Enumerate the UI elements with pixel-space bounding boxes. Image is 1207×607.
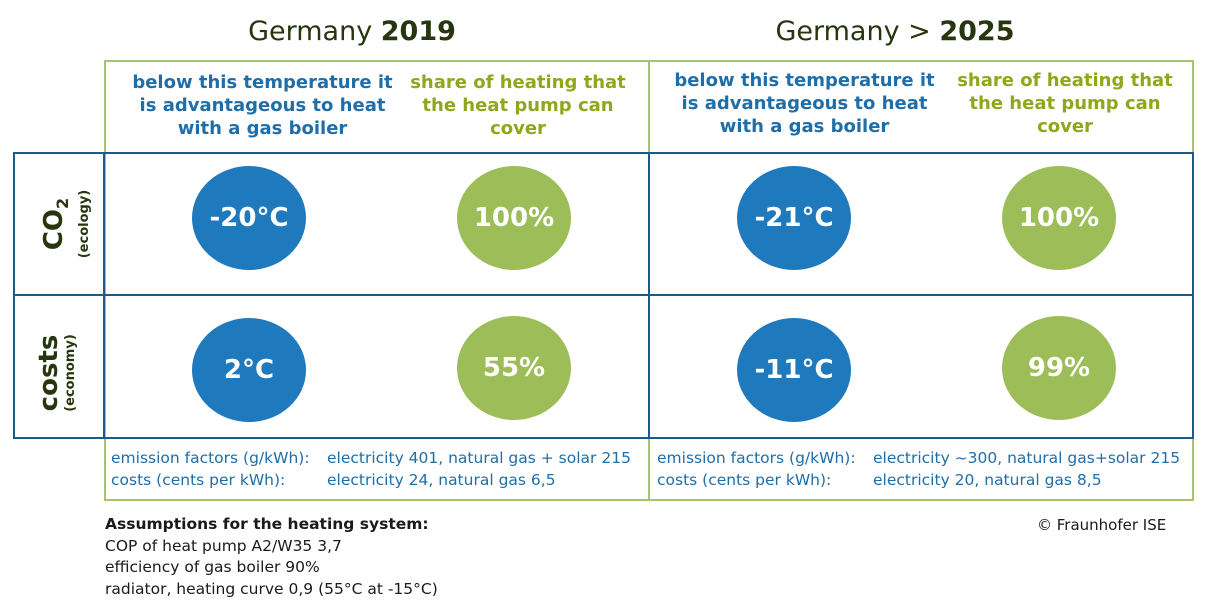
row-label-costs-main: costs [34, 334, 64, 412]
value-co2-2025-temperature: -21°C [754, 203, 834, 233]
footnote-2025-emission-label: emission factors (g/kWh): [657, 449, 856, 467]
circle-co2-2019-share: 100% [457, 166, 571, 270]
footnote-2025-costs-label: costs (cents per kWh): [657, 471, 832, 489]
copyright-credit: © Fraunhofer ISE [1037, 516, 1167, 534]
title-2019-prefix: Germany [248, 16, 381, 47]
title-2025-prefix: Germany > [775, 16, 940, 47]
assumptions-heading: Assumptions for the heating system: [105, 515, 429, 533]
footnote-2019-emission-value: electricity 401, natural gas + solar 215 [327, 449, 631, 467]
row-label-costs-sub: (economy) [63, 334, 78, 412]
header-2019-share: share of heating that the heat pump can … [410, 72, 626, 139]
row-label-co2-sub: (ecology) [77, 189, 93, 259]
circle-co2-2025-share: 100% [1002, 166, 1116, 270]
footnote-2025-costs-value: electricity 20, natural gas 8,5 [873, 471, 1102, 489]
footnote-2019-emission-label: emission factors (g/kWh): [111, 449, 310, 467]
value-co2-2019-share: 100% [473, 203, 555, 233]
value-co2-2025-share: 100% [1018, 203, 1100, 233]
footnote-2019-costs-value: electricity 24, natural gas 6,5 [327, 471, 556, 489]
value-costs-2025-share: 99% [1027, 353, 1091, 383]
row-label-costs: costs (economy) [34, 308, 81, 438]
co2-base-text: CO [39, 208, 69, 251]
label-column-divider [103, 152, 105, 439]
assumption-line: radiator, heating curve 0,9 (55°C at -15… [105, 579, 438, 598]
circle-costs-2019-share: 55% [457, 316, 571, 420]
title-2019: Germany 2019 [152, 16, 552, 47]
assumptions: Assumptions for the heating system: COP … [105, 514, 438, 600]
title-2025-year: 2025 [939, 16, 1015, 47]
circle-costs-2019-temperature: 2°C [192, 318, 306, 422]
row-label-co2: CO2 (ecology) [39, 159, 92, 289]
row-label-co2-main: CO2 [39, 159, 77, 289]
value-costs-2025-temperature: -11°C [754, 355, 834, 385]
grid-center-divider [648, 152, 650, 439]
header-2025-share: share of heating that the heat pump can … [957, 70, 1173, 137]
value-co2-2019-temperature: -20°C [209, 203, 289, 233]
footnote-2025-emission-value: electricity ~300, natural gas+solar 215 [873, 449, 1181, 467]
value-costs-2019-share: 55% [482, 353, 546, 383]
header-2019-temperature: below this temperature it is advantageou… [132, 72, 393, 139]
co2-subscript: 2 [53, 197, 73, 209]
assumption-line: COP of heat pump A2/W35 3,7 [105, 536, 342, 555]
title-2025: Germany > 2025 [695, 16, 1095, 47]
circle-co2-2025-temperature: -21°C [737, 166, 851, 270]
circle-costs-2025-temperature: -11°C [737, 318, 851, 422]
footnote-2019-costs-label: costs (cents per kWh): [111, 471, 286, 489]
circle-co2-2019-temperature: -20°C [192, 166, 306, 270]
row-divider [13, 294, 1194, 296]
header-2025-temperature: below this temperature it is advantageou… [674, 70, 935, 137]
circle-costs-2025-share: 99% [1002, 316, 1116, 420]
title-2019-year: 2019 [380, 16, 456, 47]
value-costs-2019-temperature: 2°C [223, 355, 275, 385]
assumption-line: efficiency of gas boiler 90% [105, 558, 320, 576]
